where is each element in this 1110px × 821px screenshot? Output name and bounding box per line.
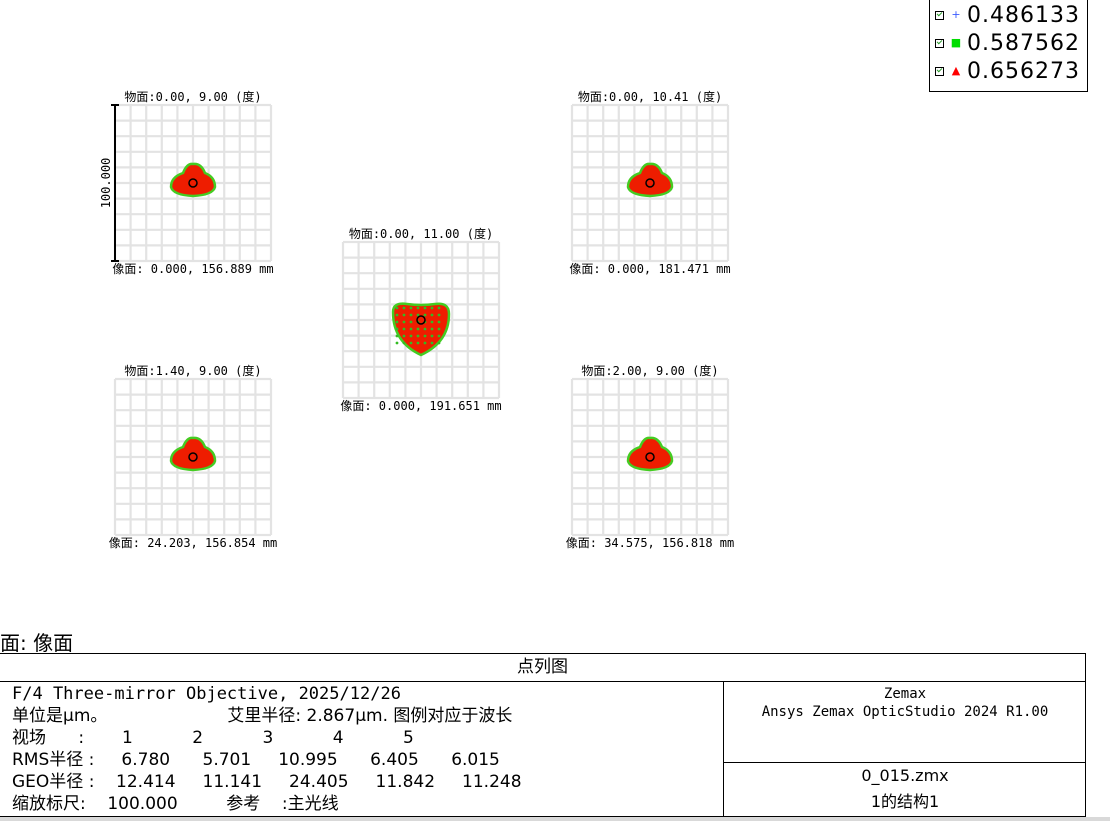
- spot-pattern: [626, 436, 674, 472]
- spot-ray: [409, 306, 413, 310]
- legend-checkbox[interactable]: [935, 39, 944, 48]
- spot-pattern: [169, 436, 217, 472]
- spot-ray: [423, 327, 427, 331]
- legend-checkbox[interactable]: [935, 67, 944, 76]
- surface-label: 面: 像面: [0, 631, 74, 655]
- spot-ray: [430, 306, 434, 310]
- plot-title: 点列图: [0, 654, 1085, 682]
- legend-entry: ▲ 0.656273: [930, 58, 1087, 86]
- info-panel: 点列图 F/4 Three-mirror Objective, 2025/12/…: [0, 653, 1086, 817]
- legend-checkbox[interactable]: [935, 11, 944, 20]
- spot-ray: [423, 313, 427, 317]
- field-image-label: 像面: 0.000, 181.471 mm: [569, 262, 730, 276]
- spot-diagram-plots: 物面:0.00, 9.00 (度) 像面: 0.000, 156.889 mm 物面…: [99, 89, 735, 550]
- spot-ray: [437, 327, 441, 331]
- spot-ray: [416, 313, 420, 317]
- legend-entry: + 0.486133: [930, 2, 1087, 30]
- vendor-label: Zemax: [883, 686, 927, 702]
- spot-ray: [395, 306, 399, 310]
- square-marker-icon: ■: [950, 36, 962, 49]
- spot-ray: [437, 341, 441, 345]
- units-line: 单位是μm。 艾里半径: 2.867μm. 图例对应于波长: [12, 705, 522, 727]
- spot-ray: [409, 334, 413, 338]
- spot-ray: [423, 306, 427, 310]
- legend-wavelength: 0.656273: [967, 59, 1080, 84]
- wavelength-legend: + 0.486133 ■ 0.587562 ▲ 0.656273: [929, 0, 1088, 92]
- airy-text: 艾里半径: 2.867μm. 图例对应于波长: [227, 706, 513, 726]
- field-object-label: 物面:2.00, 9.00 (度): [581, 363, 718, 378]
- chief-ray-circle: [645, 178, 655, 188]
- software-version: Ansys Zemax OpticStudio 2024 R1.00: [761, 704, 1049, 720]
- spot-pattern: [626, 162, 674, 198]
- spot-ray: [437, 306, 441, 310]
- spot-ray: [437, 313, 441, 317]
- fields-row: 视场 : 1 2 3 4 5: [12, 728, 414, 748]
- spot-ray: [409, 327, 413, 331]
- spot-ray: [416, 341, 420, 345]
- spot-ray: [416, 334, 420, 338]
- field-object-label: 物面:0.00, 9.00 (度): [124, 89, 261, 104]
- legend-wavelength: 0.486133: [967, 3, 1080, 28]
- rms-row: RMS半径 : 6.780 5.701 10.995 6.405 6.015: [12, 750, 500, 770]
- spot-ray: [437, 320, 441, 324]
- spot-ray: [409, 341, 413, 345]
- units-text: 单位是μm。: [12, 706, 108, 726]
- spot-ray: [395, 327, 399, 331]
- field-image-label: 像面: 0.000, 191.651 mm: [340, 399, 501, 413]
- spot-ray: [395, 320, 399, 324]
- spot-ray: [416, 327, 420, 331]
- divider: [723, 682, 724, 817]
- spot-ray: [409, 320, 413, 324]
- spot-pattern: [169, 162, 217, 198]
- spot-ray: [423, 341, 427, 345]
- field-object-label: 物面:0.00, 11.00 (度): [349, 226, 493, 241]
- spot-ray: [402, 327, 406, 331]
- spot-pattern: [391, 302, 451, 357]
- spot-ray: [416, 306, 420, 310]
- spot-ray: [430, 327, 434, 331]
- status-bar: [0, 817, 1110, 821]
- spot-ray: [430, 313, 434, 317]
- spot-ray: [395, 341, 399, 345]
- chief-ray-circle: [188, 178, 198, 188]
- spot-ray: [430, 341, 434, 345]
- spot-ray: [423, 334, 427, 338]
- spot-ray: [402, 341, 406, 345]
- geo-row: GEO半径 : 12.414 11.141 24.405 11.842 11.2…: [12, 772, 522, 792]
- field-image-label: 像面: 0.000, 156.889 mm: [112, 262, 273, 276]
- triangle-marker-icon: ▲: [951, 64, 961, 77]
- chief-ray-circle: [645, 452, 655, 462]
- chief-ray-circle: [416, 315, 426, 325]
- spot-ray: [430, 320, 434, 324]
- spot-ray: [395, 334, 399, 338]
- field-image-label: 像面: 34.575, 156.818 mm: [566, 536, 735, 550]
- spot-ray: [402, 306, 406, 310]
- spot-ray: [402, 334, 406, 338]
- divider: [724, 762, 1086, 763]
- config-label: 1的结构1: [870, 792, 940, 811]
- info-text: F/4 Three-mirror Objective, 2025/12/26 单…: [12, 683, 522, 815]
- field-object-label: 物面:1.40, 9.00 (度): [124, 363, 261, 378]
- field-object-label: 物面:0.00, 10.41 (度): [578, 89, 722, 104]
- spot-ray: [402, 320, 406, 324]
- spot-ray: [437, 334, 441, 338]
- spot-ray: [409, 313, 413, 317]
- scale-row: 缩放标尺: 100.000 参考 :主光线: [12, 794, 339, 814]
- spot-ray: [395, 313, 399, 317]
- file-name: 0_015.zmx: [861, 766, 949, 785]
- spot-ray: [430, 334, 434, 338]
- spot-ray: [402, 313, 406, 317]
- plus-marker-icon: +: [951, 8, 961, 21]
- chief-ray-circle: [188, 452, 198, 462]
- legend-wavelength: 0.587562: [967, 31, 1080, 56]
- legend-entry: ■ 0.587562: [930, 30, 1087, 58]
- scale-bar-label: 100.000: [99, 158, 113, 209]
- lens-title: F/4 Three-mirror Objective, 2025/12/26: [12, 684, 401, 704]
- field-image-label: 像面: 24.203, 156.854 mm: [109, 536, 278, 550]
